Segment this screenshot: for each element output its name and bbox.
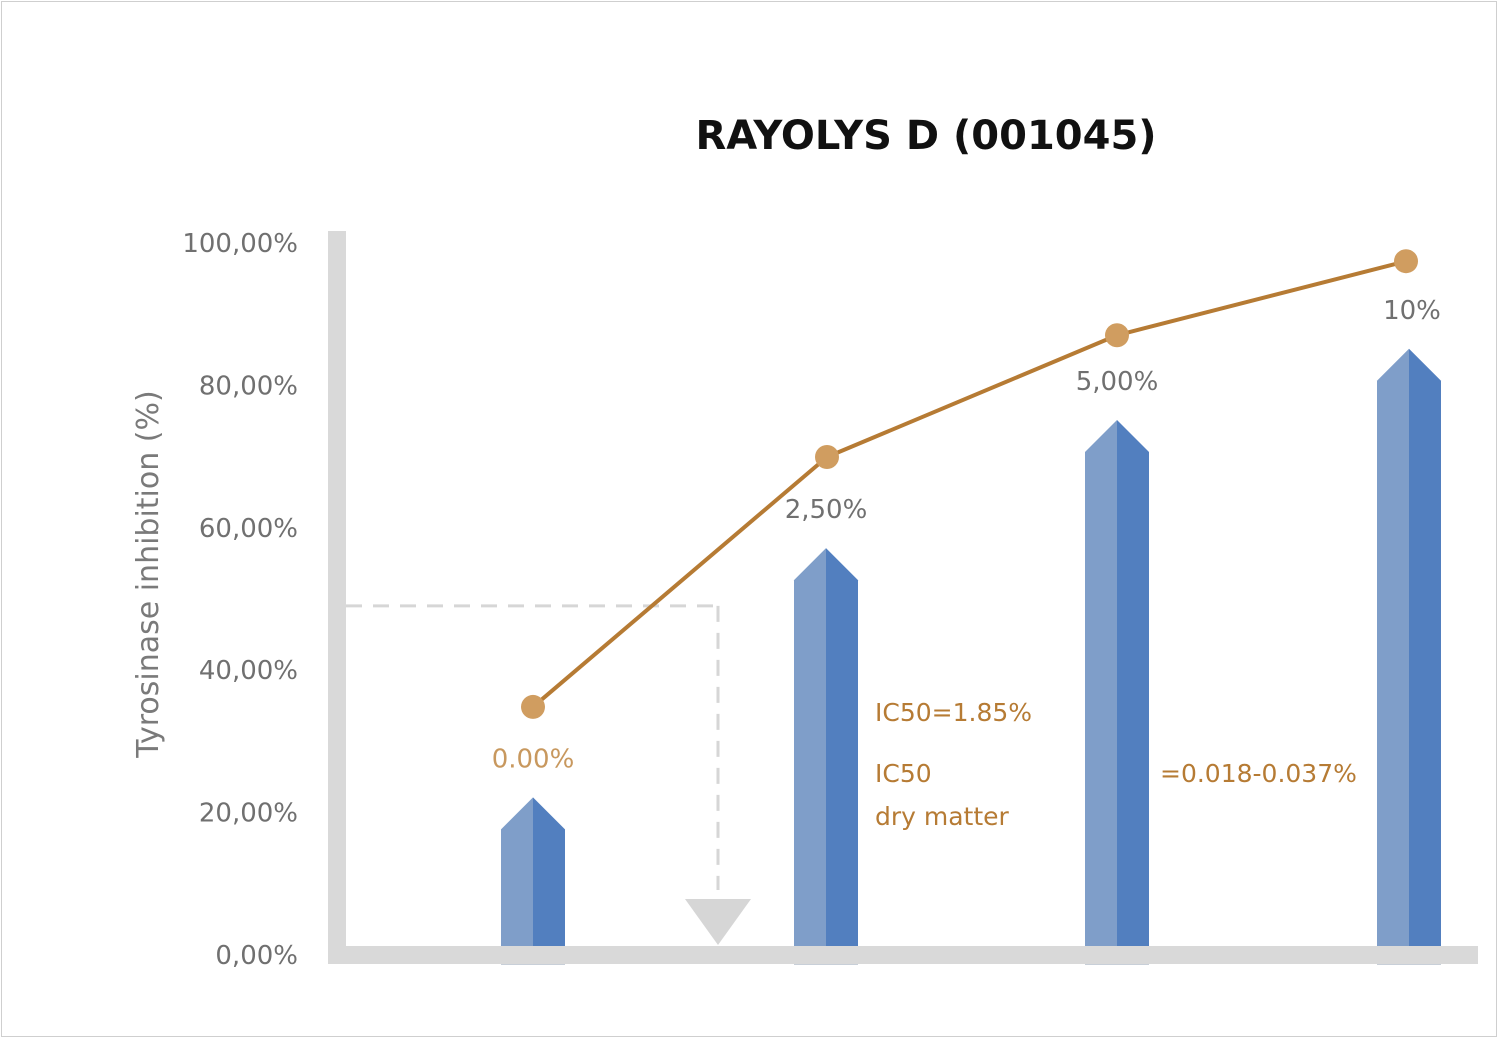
y-axis-label: Tyrosinase inhibition (%): [131, 390, 166, 758]
y-tick-labels: 0,00% 20,00% 40,00% 60,00% 80,00% 100,00%: [182, 229, 298, 971]
y-tick-label: 60,00%: [199, 514, 298, 544]
category-label: 5,00%: [1076, 367, 1159, 397]
category-label: 10%: [1383, 296, 1441, 326]
bars: [501, 348, 1441, 965]
bar-right-face: [533, 797, 565, 954]
line-point: [1105, 323, 1129, 348]
y-tick-label: 0,00%: [215, 941, 298, 971]
annotation: IC50: [875, 759, 932, 788]
line-point: [521, 694, 545, 719]
line-point: [1394, 249, 1418, 274]
axes: [328, 231, 1478, 964]
y-tick-label: 20,00%: [199, 799, 298, 829]
bar-left-face: [501, 797, 533, 954]
annotation: =0.018-0.037%: [1160, 759, 1357, 788]
bar-right-face: [1409, 348, 1441, 954]
bar: [501, 797, 565, 965]
data-labels: 0.00% 2,50% 5,00% 10%: [492, 296, 1441, 775]
series-line: [531, 259, 1407, 709]
y-tick-label: 40,00%: [199, 656, 298, 686]
y-axis: [328, 231, 346, 964]
annotation: IC50=1.85%: [875, 698, 1032, 727]
bar-left-face: [1377, 348, 1409, 954]
guide-arrowhead: [685, 899, 751, 945]
annotation: dry matter: [875, 802, 1010, 831]
bar-right-face: [826, 548, 858, 954]
bar: [1377, 348, 1441, 965]
bar: [1085, 420, 1149, 965]
y-tick-label: 80,00%: [199, 371, 298, 401]
chart-title: RAYOLYS D (001045): [695, 113, 1156, 159]
line-series: [521, 249, 1418, 719]
bar: [794, 548, 858, 965]
category-label: 2,50%: [785, 495, 868, 525]
bar-left-face: [1085, 420, 1117, 954]
bar-right-face: [1117, 420, 1149, 954]
annotations: IC50=1.85% IC50 dry matter =0.018-0.037%: [875, 698, 1357, 831]
bar-left-face: [794, 548, 826, 954]
category-label: 0.00%: [492, 744, 575, 774]
line-point: [815, 445, 839, 470]
x-axis: [328, 946, 1478, 964]
y-tick-label: 100,00%: [182, 229, 298, 259]
ic50-guide: [346, 604, 751, 945]
